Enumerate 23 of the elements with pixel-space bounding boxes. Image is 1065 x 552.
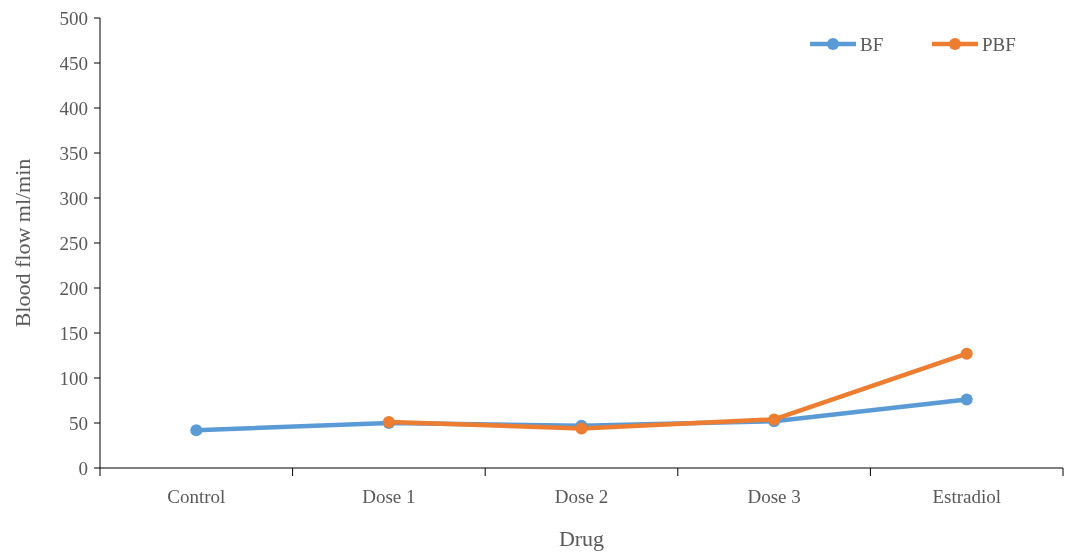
legend-label: BF: [860, 33, 884, 55]
legend-label: PBF: [982, 33, 1016, 55]
point: [960, 393, 973, 406]
x-tick-label: Dose 1: [362, 486, 416, 507]
point: [190, 424, 203, 437]
y-tick-label: 400: [59, 97, 88, 119]
y-tick-label: 450: [59, 52, 88, 74]
y-tick-label: 100: [59, 367, 88, 389]
x-tick-label: Dose 2: [554, 486, 609, 507]
y-tick-label: 350: [59, 142, 88, 164]
y-tick-label: 300: [59, 187, 88, 209]
y-tick-label: 500: [59, 7, 88, 29]
point: [960, 347, 973, 360]
x-tick-label: Dose 3: [747, 486, 801, 507]
x-axis-title: Drug: [558, 526, 605, 551]
x-tick-label: Estradiol: [932, 486, 1001, 507]
x-tick-label: Control: [167, 486, 226, 507]
y-tick-label: 0: [78, 457, 88, 479]
y-tick-label: 50: [69, 412, 88, 434]
y-tick-label: 250: [59, 232, 88, 254]
y-axis-title: Blood flow ml/min: [10, 158, 35, 328]
y-tick-label: 150: [59, 322, 88, 344]
y-tick-label: 200: [59, 277, 88, 299]
